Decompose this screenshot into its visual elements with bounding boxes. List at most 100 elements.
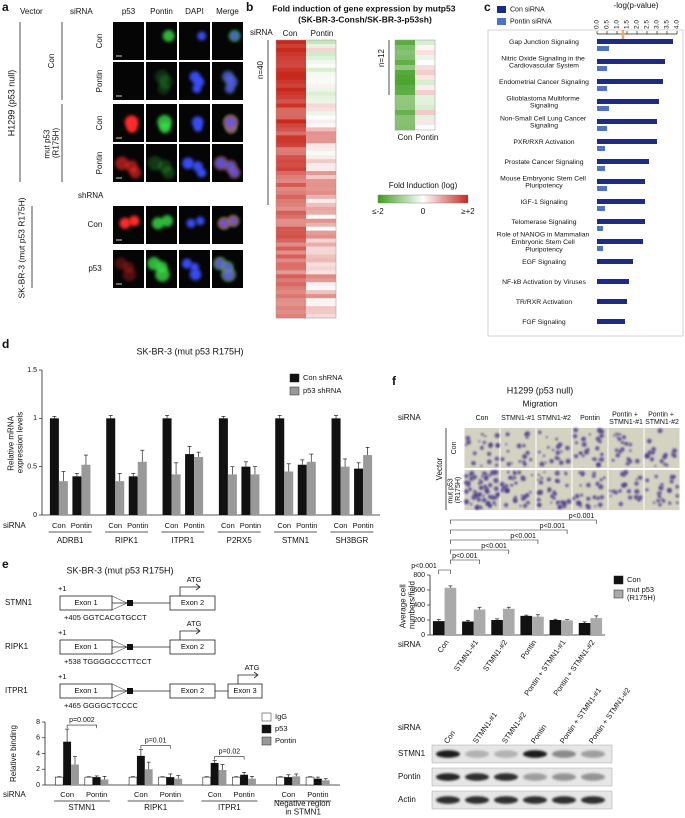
group-label: STMN1 — [68, 803, 96, 812]
stain-label: Merge — [216, 7, 239, 16]
migrated-cell — [479, 480, 484, 484]
text-line: (R175H) — [627, 593, 656, 602]
error-bar — [356, 462, 361, 469]
heatmap-cell — [306, 115, 336, 120]
migrated-cell — [620, 471, 626, 477]
heatmap-cell — [306, 214, 336, 220]
migrated-cell — [536, 497, 541, 502]
column-header: Con — [283, 29, 298, 38]
migrated-cell — [598, 458, 601, 461]
heatmap-cell — [306, 83, 336, 88]
migrated-cell — [512, 475, 517, 480]
migrated-cell — [481, 497, 487, 503]
heatmap-cell — [395, 110, 415, 116]
bar — [354, 468, 364, 515]
heatmap-cell — [306, 234, 336, 239]
migrated-cell — [668, 488, 671, 492]
heatmap-cell — [395, 40, 415, 46]
site-label: +465 GGGGCTCCCC — [64, 701, 139, 710]
column-header: STMN1-#2 — [537, 415, 571, 422]
heatmap-cell — [276, 238, 306, 243]
text-line: STMN1-#1 — [609, 419, 643, 426]
migrated-cell — [592, 471, 596, 475]
text-line: numbers/field — [408, 581, 417, 629]
heatmap-cell — [276, 47, 306, 53]
column-header: Pontin — [416, 133, 439, 142]
heatmap-cell — [306, 55, 336, 61]
migrated-cell — [573, 427, 579, 433]
row-label: Con — [451, 441, 458, 454]
exon-label: Exon 2 — [181, 642, 204, 651]
migrated-cell — [659, 491, 662, 494]
migrated-cell — [646, 438, 652, 444]
heatmap-cell — [276, 218, 306, 223]
heatmap-cell — [415, 100, 435, 106]
migrated-cell — [596, 496, 600, 500]
heatmap-cell — [306, 119, 336, 124]
exon — [59, 595, 113, 611]
heatmap-cell — [415, 40, 435, 46]
shrna-label: Con — [88, 220, 103, 229]
heatmap-cell — [276, 59, 306, 65]
heatmap-cell — [276, 298, 306, 303]
gene-label: ITPR1 — [5, 686, 28, 695]
text-line: Pluripotency — [525, 182, 563, 189]
error-bar — [140, 449, 145, 462]
migrated-cell — [522, 454, 528, 460]
heatmap-cell — [276, 274, 306, 279]
migrated-cell — [505, 484, 509, 488]
text-line: Non-Small Cell Lung Cancer — [500, 115, 588, 122]
heatmap-cell — [276, 182, 306, 188]
error-bar — [553, 618, 558, 620]
cell — [128, 215, 140, 227]
bar — [128, 476, 138, 515]
x-tick-label: Con — [334, 521, 348, 530]
migrated-cell — [482, 494, 485, 497]
error-bar — [252, 466, 257, 475]
heatmap-cell — [395, 60, 415, 66]
migrated-cell — [600, 452, 604, 457]
migrated-cell — [623, 482, 628, 487]
text-line: (SK-BR-3-Consh/SK-BR-3-p53sh) — [298, 15, 432, 25]
x-tick-label: 2.0 — [634, 20, 641, 29]
heatmap-cell — [276, 167, 306, 172]
migrated-cell — [538, 489, 544, 495]
vector-label: mut p53 (R175H) — [43, 127, 61, 158]
heatmap-cell — [276, 43, 306, 49]
migrated-cell — [555, 450, 561, 455]
cell — [224, 116, 237, 129]
error-bar — [277, 415, 282, 419]
heatmap-cell — [276, 119, 306, 124]
migrated-cell — [476, 497, 482, 502]
y-tick-label: 1 — [33, 415, 37, 422]
migrated-cell — [551, 448, 555, 452]
site-label: +405 GGTCACGTGCCT — [64, 613, 147, 622]
migrated-cell — [565, 445, 570, 451]
x-tick-label: Pontin — [86, 790, 107, 799]
heatmap-cell — [415, 65, 435, 71]
legend-swatch — [261, 736, 272, 746]
bar — [597, 319, 625, 324]
cell — [115, 156, 129, 171]
blot-band — [436, 773, 460, 781]
error-bar — [187, 446, 192, 455]
migrated-cell — [574, 441, 579, 445]
legend-label: Con siRNA — [510, 6, 545, 13]
category-label: FGF Signaling — [522, 319, 566, 326]
heatmap-cell — [395, 85, 415, 91]
sirna-label: Pontin — [95, 152, 104, 175]
heatmap-cell — [306, 151, 336, 156]
migrated-cell — [628, 495, 633, 500]
heatmap-cell — [276, 111, 306, 116]
sirna-label: Con — [95, 34, 104, 49]
bar — [597, 39, 673, 44]
text-line: Relative mRNA — [7, 414, 16, 470]
migrated-cell — [635, 458, 640, 464]
migrated-cell — [671, 452, 675, 457]
heatmap-cell — [276, 55, 306, 61]
heatmap-cell — [276, 123, 306, 128]
blot-band — [581, 750, 605, 758]
bar — [106, 418, 116, 515]
x-tick-label: 0.0 — [594, 20, 601, 29]
migrated-cell — [652, 501, 656, 505]
